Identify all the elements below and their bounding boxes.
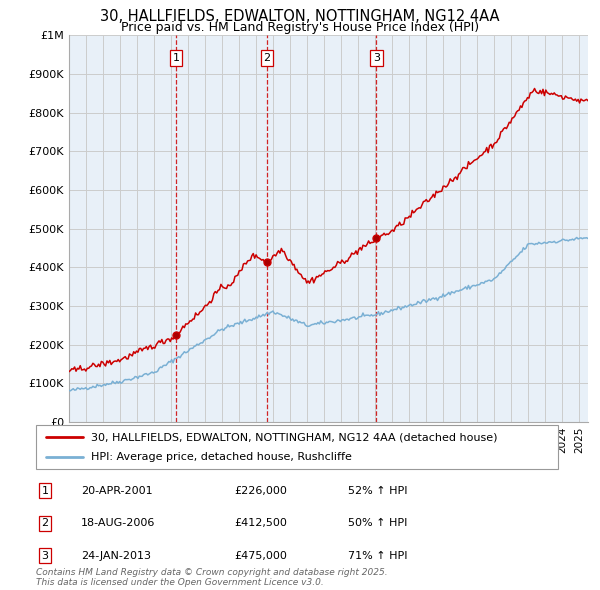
Text: 50% ↑ HPI: 50% ↑ HPI: [348, 519, 407, 528]
Text: HPI: Average price, detached house, Rushcliffe: HPI: Average price, detached house, Rush…: [91, 452, 352, 461]
Text: £412,500: £412,500: [234, 519, 287, 528]
Text: 2: 2: [41, 519, 49, 528]
Text: 2: 2: [263, 53, 271, 63]
FancyBboxPatch shape: [36, 425, 558, 469]
Text: Price paid vs. HM Land Registry's House Price Index (HPI): Price paid vs. HM Land Registry's House …: [121, 21, 479, 34]
Text: £475,000: £475,000: [234, 551, 287, 560]
Text: 30, HALLFIELDS, EDWALTON, NOTTINGHAM, NG12 4AA (detached house): 30, HALLFIELDS, EDWALTON, NOTTINGHAM, NG…: [91, 432, 497, 442]
Text: 20-APR-2001: 20-APR-2001: [81, 486, 152, 496]
Text: 52% ↑ HPI: 52% ↑ HPI: [348, 486, 407, 496]
Text: 18-AUG-2006: 18-AUG-2006: [81, 519, 155, 528]
Text: £226,000: £226,000: [234, 486, 287, 496]
Text: 3: 3: [41, 551, 49, 560]
Text: Contains HM Land Registry data © Crown copyright and database right 2025.
This d: Contains HM Land Registry data © Crown c…: [36, 568, 388, 587]
Text: 3: 3: [373, 53, 380, 63]
Text: 1: 1: [173, 53, 180, 63]
Text: 30, HALLFIELDS, EDWALTON, NOTTINGHAM, NG12 4AA: 30, HALLFIELDS, EDWALTON, NOTTINGHAM, NG…: [100, 9, 500, 24]
Text: 1: 1: [41, 486, 49, 496]
Text: 71% ↑ HPI: 71% ↑ HPI: [348, 551, 407, 560]
Text: 24-JAN-2013: 24-JAN-2013: [81, 551, 151, 560]
